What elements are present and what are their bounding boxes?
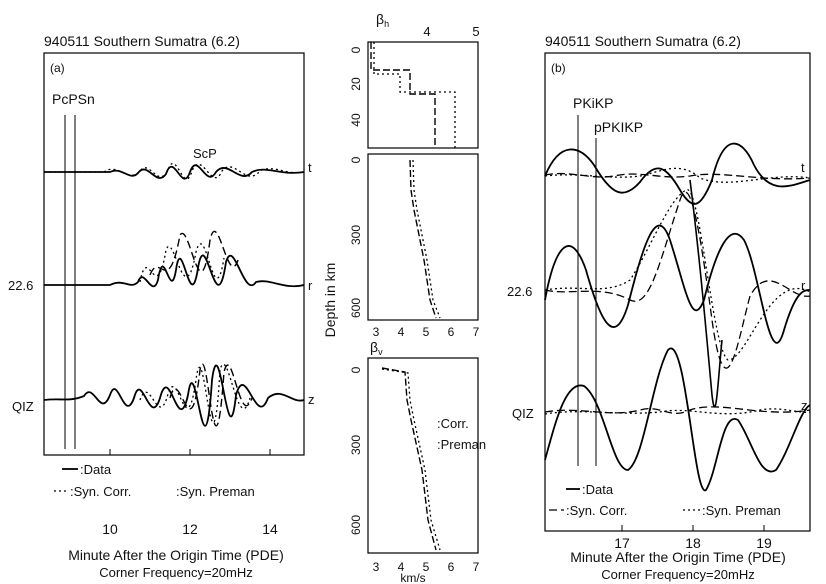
mid-middle-corr-line bbox=[409, 159, 437, 319]
left-plot-frame bbox=[43, 52, 305, 456]
left-xlabel: Minute After the Origin Time (PDE) bbox=[68, 547, 284, 563]
left-legend-syn-corr: :Syn. Corr. bbox=[70, 484, 131, 499]
mid-bot-ytick-600: 600 bbox=[349, 515, 363, 535]
right-caption: Corner Frequency=20mHz bbox=[601, 567, 755, 582]
mid-top-ytick-20: 20 bbox=[349, 77, 363, 91]
mid1-xtick-3: 3 bbox=[373, 325, 380, 339]
mid-bottom-frame bbox=[367, 357, 479, 554]
mid-top-xtick-5: 5 bbox=[472, 24, 479, 39]
mid-top-xtick-4: 4 bbox=[423, 24, 430, 39]
mid2-xtick-4: 4 bbox=[398, 560, 405, 574]
mid-mid-ytick-600: 600 bbox=[349, 298, 363, 318]
mid2-xtick-7: 7 bbox=[473, 560, 480, 574]
right-legend-syn-corr: :Syn. Corr. bbox=[566, 503, 627, 518]
mid2-xtick-6: 6 bbox=[448, 560, 455, 574]
right-trace-r-data bbox=[544, 224, 811, 344]
right-trace-z-syn-preman bbox=[544, 408, 811, 415]
mid-middle-frame bbox=[367, 153, 479, 321]
mid-legend-corr: :Corr. bbox=[437, 416, 469, 431]
mid-top-ytick-40: 40 bbox=[349, 113, 363, 127]
left-trace-t-data bbox=[44, 164, 305, 180]
left-comp-t: t bbox=[308, 160, 312, 175]
mid-bot-ytick-0: 0 bbox=[349, 366, 363, 373]
mid1-xtick-4: 4 bbox=[398, 325, 405, 339]
left-phase-pcpsn: PcPSn bbox=[52, 91, 95, 107]
right-trace-t-data bbox=[544, 142, 811, 205]
mid-top-preman-line bbox=[373, 42, 456, 148]
mid1-xtick-7: 7 bbox=[473, 325, 480, 339]
right-trace-t-syn-preman bbox=[544, 167, 811, 183]
mid-mid-ytick-0: 0 bbox=[349, 156, 363, 163]
mid-mid-ytick-300: 300 bbox=[349, 225, 363, 245]
mid-bottom-xticks-1: 3 4 5 6 7 bbox=[373, 325, 480, 339]
right-traces bbox=[544, 142, 811, 491]
mid-legend-preman: :Preman bbox=[437, 437, 486, 452]
right-xtick-label-2: 18 bbox=[685, 535, 701, 551]
left-phase-scp: ScP bbox=[193, 146, 217, 161]
mid-top-ytick-0: 0 bbox=[349, 46, 363, 53]
mid-middle-preman-line bbox=[412, 159, 441, 319]
left-xtick-label-3: 14 bbox=[262, 521, 278, 537]
mid-bottom-preman-line bbox=[381, 368, 441, 551]
left-xtick-label-2: 12 bbox=[182, 521, 198, 537]
mid1-xtick-5: 5 bbox=[423, 325, 430, 339]
left-xtick-label-1: 10 bbox=[102, 521, 118, 537]
mid-top-frame bbox=[367, 41, 479, 149]
left-legend-syn-preman: :Syn. Preman bbox=[176, 484, 255, 499]
right-phase-pkikp: PKiKP bbox=[573, 95, 613, 111]
mid2-xtick-3: 3 bbox=[373, 560, 380, 574]
left-comp-z: z bbox=[308, 392, 315, 407]
right-comp-z: z bbox=[801, 398, 808, 413]
mid-ylabel: Depth in km bbox=[322, 263, 338, 338]
right-comp-r: r bbox=[801, 278, 806, 293]
right-legend-data: :Data bbox=[582, 482, 614, 497]
right-distance: 22.6 bbox=[507, 284, 532, 299]
mid-top-corr-line bbox=[370, 42, 436, 148]
left-trace-z-syn-preman bbox=[169, 363, 253, 427]
right-panel-label: (b) bbox=[551, 61, 566, 75]
left-station: QIZ bbox=[12, 399, 34, 414]
left-trace-z-syn-corr bbox=[139, 363, 251, 423]
right-x-ticks: 17 18 19 bbox=[614, 525, 772, 551]
left-distance: 22.6 bbox=[8, 278, 33, 293]
right-xtick-label-3: 19 bbox=[756, 535, 772, 551]
right-phase-ppkikp: pPKIKP bbox=[594, 119, 643, 135]
left-trace-r-syn-preman bbox=[149, 230, 239, 276]
beta-h-label: βh bbox=[376, 11, 389, 29]
left-panel-label: (a) bbox=[50, 61, 65, 75]
right-station: QIZ bbox=[512, 406, 534, 421]
left-trace-r-syn-corr bbox=[139, 243, 225, 283]
right-trace-t-syn-corr bbox=[544, 172, 811, 180]
left-comp-r: r bbox=[308, 278, 313, 293]
mid2-xtick-5: 5 bbox=[423, 560, 430, 574]
left-traces bbox=[43, 162, 305, 427]
mid-bot-ytick-300: 300 bbox=[349, 435, 363, 455]
right-xtick-label-1: 17 bbox=[614, 535, 630, 551]
right-xlabel: Minute After the Origin Time (PDE) bbox=[570, 549, 786, 565]
left-x-ticks: 10 12 14 bbox=[102, 449, 278, 537]
mid1-xtick-6: 6 bbox=[448, 325, 455, 339]
mid-bottom-corr-line bbox=[381, 367, 437, 551]
beta-v-label: βv bbox=[370, 339, 383, 357]
mid-bottom-xticks-2: 3 4 5 6 7 bbox=[373, 560, 480, 574]
right-trace-z-syn-corr bbox=[544, 406, 811, 415]
right-legend-syn-preman: :Syn. Preman bbox=[702, 503, 781, 518]
right-trace-r-syn-corr bbox=[544, 191, 811, 369]
right-plot-frame bbox=[544, 52, 811, 532]
left-legend-data: :Data bbox=[80, 462, 112, 477]
mid-xlabel: km/s bbox=[400, 571, 425, 584]
left-title: 940511 Southern Sumatra (6.2) bbox=[44, 33, 240, 49]
left-trace-t-syn-corr bbox=[44, 162, 305, 180]
left-trace-z-data bbox=[43, 364, 305, 427]
right-comp-t: t bbox=[801, 160, 805, 175]
right-title: 940511 Southern Sumatra (6.2) bbox=[545, 33, 741, 49]
right-trace-z-data bbox=[544, 347, 811, 491]
left-caption: Corner Frequency=20mHz bbox=[99, 565, 253, 580]
left-trace-r-data bbox=[44, 254, 305, 288]
right-trace-crossing bbox=[689, 179, 723, 408]
